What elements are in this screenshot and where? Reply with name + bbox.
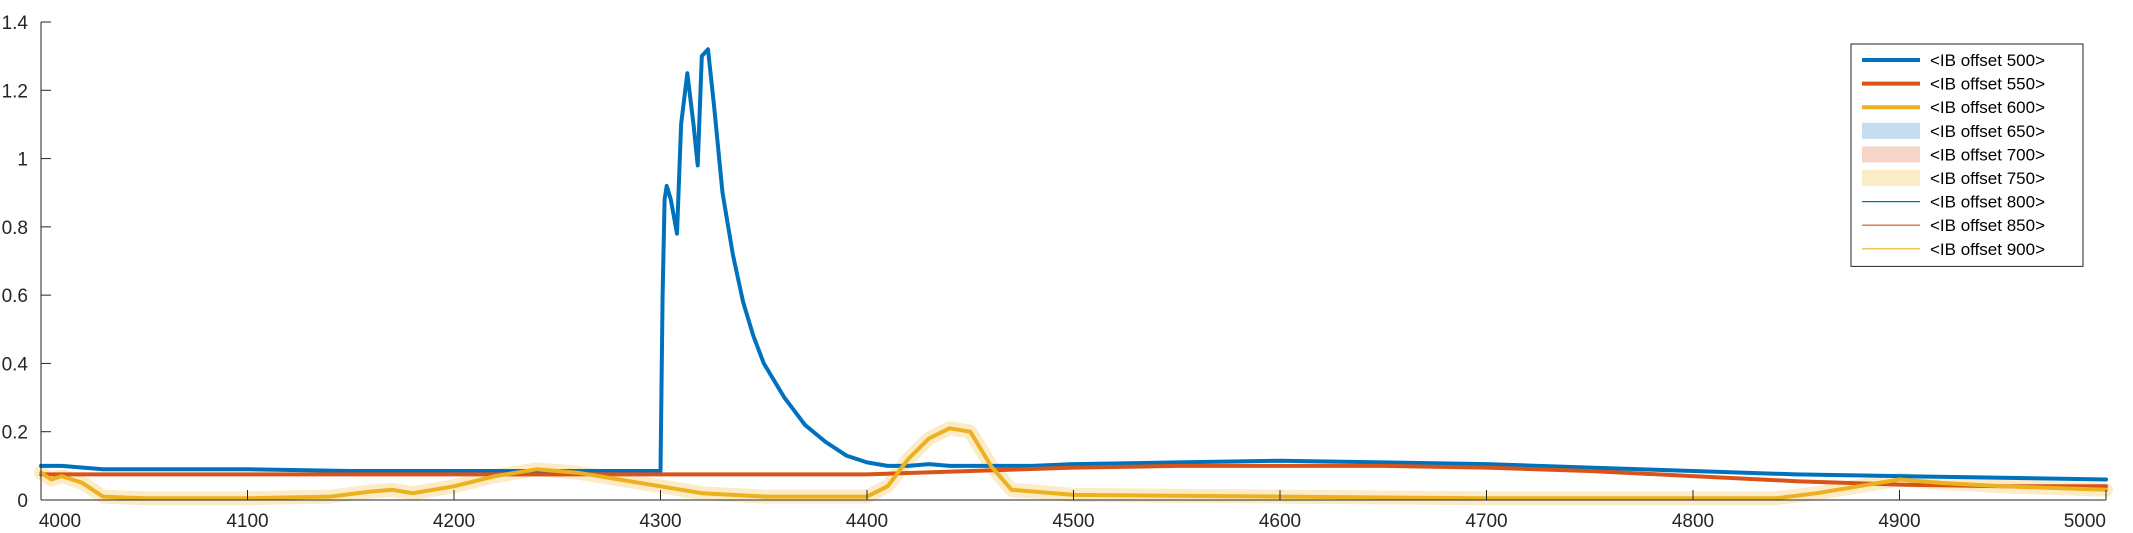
legend-swatch: [1862, 170, 1920, 186]
legend-label: <IB offset 550>: [1930, 75, 2045, 94]
series-layer: [39, 47, 2108, 501]
series-line-2: [39, 463, 2108, 489]
series-line-3: [39, 426, 2108, 501]
legend-label: <IB offset 500>: [1930, 51, 2045, 70]
legend[interactable]: <IB offset 500> <IB offset 550> <IB offset…: [1850, 43, 2084, 267]
x-tick-label: 4100: [226, 511, 268, 532]
y-tick-label: 0.6: [2, 286, 28, 307]
y-tick-label: 0.8: [2, 218, 28, 239]
legend-label: <IB offset 750>: [1930, 169, 2045, 188]
x-tick-label: 4500: [1052, 511, 1094, 532]
x-tick-label: 4300: [639, 511, 681, 532]
legend-label: <IB offset 600>: [1930, 98, 2045, 117]
series-line-1: [39, 47, 2108, 482]
y-tick-label: 1: [17, 150, 28, 171]
y-tick-label: 0.2: [2, 423, 28, 444]
y-tick-label: 0: [17, 491, 28, 512]
x-tick-label: 4800: [1672, 511, 1714, 532]
legend-item[interactable]: <IB offset 850>: [1862, 216, 2045, 235]
x-tick-label: 4400: [846, 511, 888, 532]
legend-label: <IB offset 900>: [1930, 240, 2045, 259]
legend-label: <IB offset 850>: [1930, 216, 2045, 235]
legend-item[interactable]: <IB offset 500>: [1862, 51, 2045, 70]
legend-label: <IB offset 650>: [1930, 122, 2045, 141]
y-tick-label: 0.4: [2, 354, 29, 375]
y-tick-label: 1.2: [2, 81, 28, 102]
y-tick-label: 1.4: [2, 13, 29, 34]
legend-item[interactable]: <IB offset 800>: [1862, 193, 2045, 212]
x-tick-label: 4700: [1465, 511, 1507, 532]
x-tick-label: 4600: [1259, 511, 1301, 532]
legend-swatch: [1862, 122, 1920, 139]
legend-label: <IB offset 800>: [1930, 193, 2045, 212]
legend-item[interactable]: <IB offset 750>: [1862, 169, 2045, 188]
legend-item[interactable]: <IB offset 900>: [1862, 240, 2045, 259]
axes-layer: 4000 4100 4200 4300 4400 4500 4600 4700 4800 4900…: [2, 13, 2107, 532]
x-tick-label: 4900: [1878, 511, 1920, 532]
legend-swatch: [1862, 146, 1920, 163]
legend-item[interactable]: <IB offset 700>: [1862, 145, 2045, 164]
legend-item[interactable]: <IB offset 600>: [1862, 98, 2045, 117]
legend-item[interactable]: <IB offset 650>: [1862, 122, 2045, 141]
x-tick-label: 4200: [433, 511, 475, 532]
x-tick-label: 5000: [2064, 511, 2106, 532]
legend-item[interactable]: <IB offset 550>: [1862, 75, 2045, 94]
x-tick-label: 4000: [39, 511, 81, 532]
legend-label: <IB offset 700>: [1930, 145, 2045, 164]
